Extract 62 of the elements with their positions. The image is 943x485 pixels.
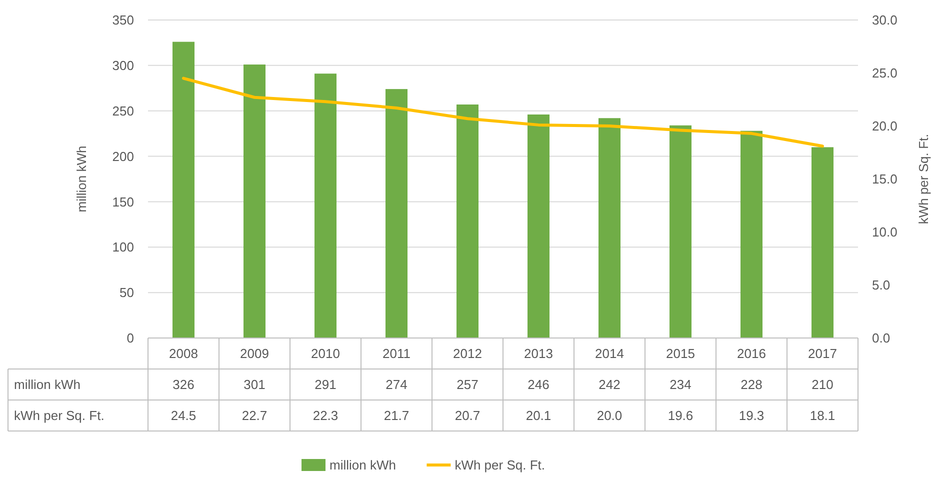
data-label: 326 xyxy=(172,377,194,392)
data-label: 257 xyxy=(456,377,478,392)
y2-tick-label: 20.0 xyxy=(872,118,898,134)
x-tick-label: 2011 xyxy=(382,346,410,362)
y-axis-title: million kWh xyxy=(74,146,89,212)
x-tick-label: 2012 xyxy=(453,346,482,362)
x-tick-label: 2015 xyxy=(666,346,695,362)
text: million kWh xyxy=(14,377,80,392)
data-label: 20.0 xyxy=(596,408,622,424)
bar xyxy=(527,114,550,338)
bar xyxy=(669,125,692,338)
bar xyxy=(811,147,834,338)
line-series xyxy=(182,76,824,148)
data-label: 210 xyxy=(812,377,834,392)
data-label: 21.7 xyxy=(384,408,410,424)
x-tick-label: 2016 xyxy=(737,346,766,362)
x-tick-label: 2009 xyxy=(240,346,269,362)
data-label: 20.1 xyxy=(526,408,552,424)
data-label: 19.3 xyxy=(738,408,764,424)
y2-tick-label: 30.0 xyxy=(872,12,898,28)
bar xyxy=(385,89,408,338)
data-label: 301 xyxy=(244,377,266,392)
legend-label: million kWh xyxy=(330,458,396,473)
y2-tick-label: 15.0 xyxy=(872,172,898,187)
bar xyxy=(598,118,621,338)
y-tick-label: 300 xyxy=(112,58,134,73)
y-tick-label: 250 xyxy=(112,103,134,118)
data-label: 246 xyxy=(528,377,550,392)
bar xyxy=(740,130,763,338)
y2-tick-label: 25.0 xyxy=(872,66,898,81)
text: kWh per Sq. Ft. xyxy=(14,408,104,424)
y-tick-label: 150 xyxy=(112,194,134,210)
y2-tick-label: 10.0 xyxy=(872,224,898,240)
y-tick-label: 200 xyxy=(112,148,134,164)
data-label: 274 xyxy=(386,377,408,392)
bar xyxy=(456,104,479,338)
x-tick-label: 2013 xyxy=(524,346,553,362)
x-tick-label: 2017 xyxy=(808,346,837,362)
x-tick-label: 2010 xyxy=(311,346,340,362)
y-tick-label: 0 xyxy=(126,330,134,346)
y2-tick-label: 5.0 xyxy=(872,278,890,293)
y-tick-label: 350 xyxy=(112,12,134,28)
data-label: 242 xyxy=(598,377,620,392)
data-label: 228 xyxy=(740,377,762,392)
data-label: 20.7 xyxy=(454,408,480,424)
y2-tick-label: 0.0 xyxy=(872,330,890,346)
data-label: 22.7 xyxy=(242,408,268,424)
data-label: 19.6 xyxy=(668,408,694,424)
y-tick-label: 50 xyxy=(120,285,134,300)
x-tick-label: 2008 xyxy=(169,346,198,362)
y-tick-label: 100 xyxy=(112,240,134,255)
bar xyxy=(243,64,266,338)
data-label: 24.5 xyxy=(170,408,196,424)
bar xyxy=(314,74,337,338)
legend-label: kWh per Sq. Ft. xyxy=(454,458,546,473)
data-label: 234 xyxy=(670,377,692,392)
bar xyxy=(172,42,195,338)
y2-axis-title: kWh per Sq. Ft. xyxy=(916,134,931,224)
data-label: 18.1 xyxy=(810,408,836,424)
data-label: 22.3 xyxy=(312,408,338,424)
data-label: 291 xyxy=(314,377,336,392)
x-tick-label: 2014 xyxy=(595,346,624,362)
